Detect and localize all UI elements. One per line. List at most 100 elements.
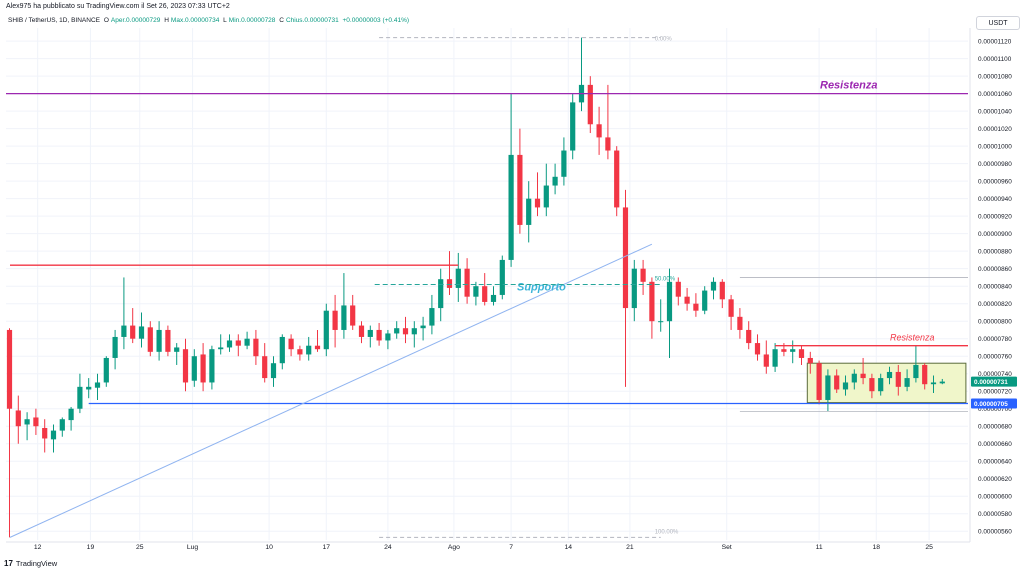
candle — [191, 349, 197, 387]
time-axis[interactable]: 12 19 25 Lug 10 17 24 Ago 7 14 21 Set 11 18 25 — [6, 541, 970, 551]
candle-body — [737, 316, 743, 330]
candle-body — [825, 375, 831, 400]
price-tick-label: 0.00000640 — [978, 459, 1012, 466]
candle-body — [473, 286, 479, 297]
currency-button[interactable]: USDT — [976, 16, 1020, 30]
candle — [561, 137, 567, 186]
candle-body — [517, 154, 523, 225]
close-value: Chius.0.00000731 — [285, 17, 339, 24]
candle — [262, 343, 268, 383]
candle-body — [332, 310, 338, 330]
candle-body — [781, 349, 787, 352]
candle — [244, 331, 250, 350]
candle-body — [156, 329, 162, 352]
candle — [842, 375, 849, 396]
candle — [649, 277, 655, 339]
consolidation-range-box[interactable] — [806, 362, 967, 404]
publisher-bar: Alex975 ha pubblicato su TradingView.com… — [0, 0, 1024, 14]
candle-body — [728, 299, 734, 317]
candle-body — [350, 305, 356, 326]
candle — [279, 334, 285, 370]
candle — [728, 294, 734, 330]
candle — [464, 258, 470, 304]
candle-body — [834, 375, 840, 390]
price-tick-label: 0.00001040 — [978, 109, 1012, 116]
price-axis[interactable]: 0.00001120 0.00001100 0.00001080 0.00001060… — [969, 28, 1012, 542]
candle-body — [438, 279, 444, 309]
price-tick-label: 0.00000860 — [978, 266, 1012, 273]
close-letter: C — [279, 17, 284, 24]
candle-body — [138, 326, 145, 339]
candle — [825, 369, 831, 412]
trendline[interactable] — [9, 243, 653, 538]
price-tick-label: 0.00000800 — [978, 319, 1012, 326]
time-tick-label: 19 — [87, 544, 95, 551]
candle-body — [719, 281, 725, 300]
chart-grid — [6, 28, 968, 540]
candle-body — [860, 373, 866, 379]
candle — [790, 340, 796, 364]
candle-body — [596, 124, 602, 138]
candle — [130, 308, 136, 344]
candle-body — [622, 207, 629, 309]
time-tick-label: 21 — [626, 544, 634, 551]
candle — [543, 163, 549, 217]
candles-layer — [6, 37, 945, 538]
candle-body — [270, 363, 277, 379]
candle-body — [50, 430, 57, 440]
candle — [270, 356, 277, 387]
candle — [323, 303, 329, 357]
candle — [24, 412, 30, 441]
candle-body — [666, 281, 673, 322]
candle-body — [895, 371, 901, 387]
ohlc-legend[interactable]: SHIB / TetherUS, 1D, BINANCE O Aper.0.000… — [0, 14, 840, 28]
candle — [490, 286, 497, 306]
candle-body — [508, 154, 514, 260]
candle-body — [790, 349, 796, 352]
candle — [886, 366, 893, 385]
candle — [482, 273, 488, 306]
time-tick-label: Lug — [187, 544, 199, 551]
candle-body — [570, 102, 576, 151]
candle-body — [218, 347, 224, 350]
candle — [737, 308, 743, 339]
candle — [200, 343, 206, 392]
candle-body — [807, 357, 813, 364]
candle-body — [323, 310, 329, 350]
candle-body — [482, 286, 488, 302]
candle — [455, 252, 461, 302]
symbol-label[interactable]: SHIB / TetherUS, 1D, BINANCE — [8, 17, 100, 24]
candle — [922, 363, 928, 390]
price-tick-label: 0.00000960 — [978, 179, 1012, 186]
candle-body — [455, 268, 461, 288]
candle-body — [112, 336, 118, 358]
candle — [121, 277, 127, 350]
candle-body — [86, 386, 92, 390]
candle-body — [816, 363, 822, 400]
candle-body — [165, 329, 171, 352]
candle — [869, 373, 875, 399]
candle-body — [394, 328, 400, 334]
price-tick-label: 0.00000920 — [978, 214, 1012, 221]
candle-body — [552, 176, 558, 186]
candle — [587, 76, 593, 134]
candle — [235, 334, 241, 357]
candle-body — [499, 259, 505, 295]
candle — [446, 251, 453, 295]
time-tick-label: Ago — [448, 544, 460, 551]
candle-body — [798, 349, 805, 358]
candle — [182, 338, 189, 392]
candle-body — [297, 349, 303, 355]
candle — [895, 364, 901, 396]
footer-brand[interactable]: 17 TradingView — [4, 557, 57, 571]
candle-body — [490, 294, 497, 302]
price-tick-label: 0.00001060 — [978, 91, 1012, 98]
drawing-layer-back — [806, 362, 967, 404]
price-tick-label: 0.00000740 — [978, 371, 1012, 378]
candle — [156, 321, 162, 361]
change-value: +0.00000003 (+0.41%) — [342, 17, 410, 24]
candle — [807, 351, 813, 374]
candle-body — [147, 327, 153, 352]
candle — [209, 345, 215, 390]
